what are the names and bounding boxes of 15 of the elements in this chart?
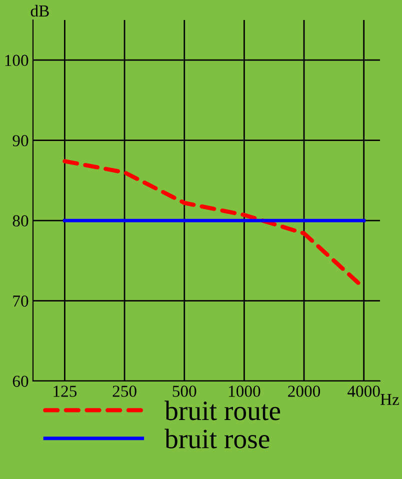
y-tick-label: 70 bbox=[13, 295, 28, 307]
x-axis-title: Hz bbox=[380, 394, 399, 405]
y-axis-title: dB bbox=[30, 4, 49, 17]
x-tick-label: 1000 bbox=[228, 386, 260, 397]
x-tick-label: 250 bbox=[112, 386, 136, 397]
y-tick-label: 60 bbox=[12, 376, 28, 387]
legend-label: bruit rose bbox=[164, 428, 270, 448]
y-tick-label: 80 bbox=[12, 215, 28, 226]
x-tick-label: 4000 bbox=[348, 386, 380, 397]
y-tick-label: 100 bbox=[5, 54, 28, 66]
x-tick-label: 125 bbox=[54, 386, 77, 397]
legend-label: bruit route bbox=[164, 400, 280, 420]
x-tick-label: 2000 bbox=[288, 386, 320, 397]
x-tick-label: 500 bbox=[172, 386, 196, 397]
y-tick-label: 90 bbox=[12, 135, 28, 146]
